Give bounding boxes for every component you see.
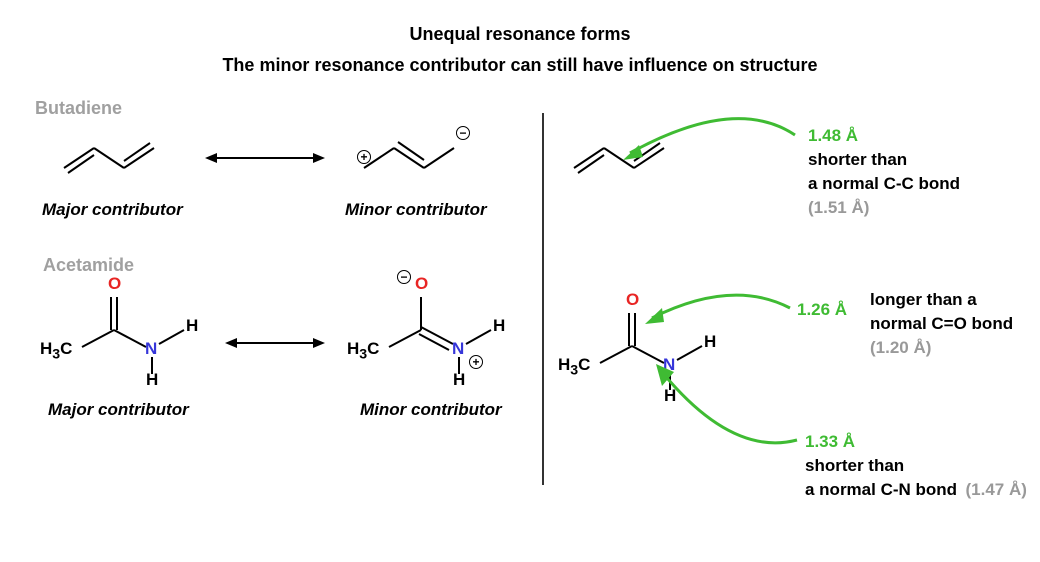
butadiene-label: Butadiene — [35, 98, 122, 119]
acetamide-major-label: Major contributor — [48, 400, 189, 420]
cn-bond-value: 1.33 Å — [805, 432, 1027, 452]
resonance-arrow-icon — [225, 333, 325, 358]
vertical-divider — [542, 113, 544, 485]
cn-annot-line1: shorter than — [805, 456, 1027, 476]
butadiene-annot-line1: shorter than — [808, 150, 960, 170]
co-annot-line1: longer than a — [870, 290, 1013, 310]
butadiene-annot-line2: a normal C-C bond — [808, 174, 960, 194]
oxygen-atom: O — [415, 274, 428, 294]
acetamide-minor-structure: O − H3C N + H H — [345, 282, 515, 387]
h3c-atom: H3C — [40, 339, 72, 362]
acetamide-major-structure: O H3C N H H — [38, 282, 198, 387]
hydrogen-atom: H — [453, 370, 465, 390]
hydrogen-atom: H — [146, 370, 158, 390]
cn-annot-line2: a normal C-N bond — [805, 480, 957, 499]
butadiene-bond-value: 1.48 Å — [808, 126, 960, 146]
page-title: Unequal resonance forms — [0, 24, 1040, 45]
green-arrow-icon — [615, 105, 815, 170]
butadiene-major-label: Major contributor — [42, 200, 183, 220]
co-bond-value: 1.26 Å — [797, 300, 847, 320]
plus-charge-icon: + — [469, 355, 483, 369]
hydrogen-atom: H — [186, 316, 198, 336]
oxygen-atom: O — [626, 290, 639, 310]
resonance-arrow-icon — [205, 148, 325, 173]
green-arrow-icon — [642, 288, 802, 343]
minus-charge-icon: − — [397, 270, 411, 284]
butadiene-minor-structure: + − — [360, 128, 480, 183]
nitrogen-atom: N — [145, 339, 157, 359]
cn-normal-value: (1.47 Å) — [966, 480, 1027, 499]
acetamide-minor-label: Minor contributor — [360, 400, 502, 420]
acetamide-label: Acetamide — [43, 255, 134, 276]
h3c-atom: H3C — [347, 339, 379, 362]
nitrogen-atom: N — [452, 339, 464, 359]
h3c-atom: H3C — [558, 355, 590, 378]
plus-charge-icon: + — [357, 150, 371, 164]
butadiene-normal-value: (1.51 Å) — [808, 198, 960, 218]
page-subtitle: The minor resonance contributor can stil… — [0, 55, 1040, 76]
co-normal-value: (1.20 Å) — [870, 338, 1013, 358]
butadiene-minor-label: Minor contributor — [345, 200, 487, 220]
green-arrow-icon — [652, 362, 812, 457]
co-annot-line2: normal C=O bond — [870, 314, 1013, 334]
oxygen-atom: O — [108, 274, 121, 294]
butadiene-major-structure — [62, 138, 172, 183]
hydrogen-atom: H — [493, 316, 505, 336]
minus-charge-icon: − — [456, 126, 470, 140]
